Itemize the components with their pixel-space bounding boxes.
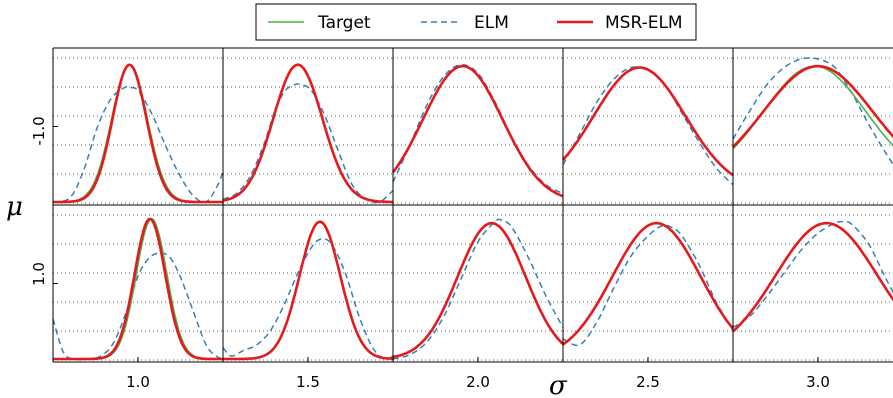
panel-mu1.0-sigma1.5 <box>222 214 394 361</box>
series-elm <box>53 85 224 204</box>
series-elm <box>562 66 734 186</box>
series-target <box>53 218 223 360</box>
x-axis-title: σ <box>549 371 568 398</box>
panel-mu-1.0-sigma3.0 <box>732 57 893 204</box>
panel-mu1.0-sigma1.0 <box>53 214 224 361</box>
legend-label-elm: ELM <box>474 13 509 33</box>
legend-label-target: Target <box>317 13 371 33</box>
series-msr-elm <box>222 63 393 204</box>
y-axis-title: μ <box>6 192 23 222</box>
series-target <box>392 222 564 358</box>
series-msr-elm <box>732 64 893 148</box>
panel-mu-1.0-sigma1.0 <box>53 57 224 204</box>
col-label-sigma-1-5: 1.5 <box>296 373 320 391</box>
panels <box>52 47 893 363</box>
row-label-mu-pos1: 1.0 <box>30 262 48 286</box>
row-label-mu-neg1: -1.0 <box>30 116 48 145</box>
panel-mu-1.0-sigma1.5 <box>222 57 394 204</box>
series-target <box>732 222 893 332</box>
legend-label-msr-elm: MSR-ELM <box>605 13 683 33</box>
legend-frame <box>255 3 697 41</box>
series-msr-elm <box>392 221 564 359</box>
col-label-sigma-2-0: 2.0 <box>466 373 490 391</box>
series-msr-elm <box>391 64 564 198</box>
series-msr-elm <box>562 221 735 346</box>
series-msr-elm <box>732 221 893 333</box>
series-msr-elm <box>53 217 223 361</box>
col-label-sigma-3-0: 3.0 <box>806 373 830 391</box>
series-target <box>732 65 893 150</box>
series-target <box>562 66 734 176</box>
series-elm <box>562 224 734 347</box>
panel-mu-1.0-sigma2.5 <box>562 57 734 204</box>
col-label-sigma-2-5: 2.5 <box>636 373 660 391</box>
series-msr-elm <box>53 63 223 204</box>
panel-mu1.0-sigma2.5 <box>562 214 735 361</box>
series-msr-elm <box>223 220 394 361</box>
series-elm <box>222 83 394 204</box>
panel-mu1.0-sigma2.0 <box>392 214 564 361</box>
col-label-sigma-1-0: 1.0 <box>126 373 150 391</box>
series-elm <box>392 218 564 360</box>
series-elm <box>222 238 394 361</box>
series-elm <box>732 220 893 329</box>
panel-mu1.0-sigma3.0 <box>732 214 893 361</box>
panel-mu-1.0-sigma2.0 <box>391 57 564 204</box>
legend: Target ELM MSR-ELM <box>255 3 697 41</box>
series-elm <box>732 57 893 166</box>
series-msr-elm <box>562 66 734 177</box>
